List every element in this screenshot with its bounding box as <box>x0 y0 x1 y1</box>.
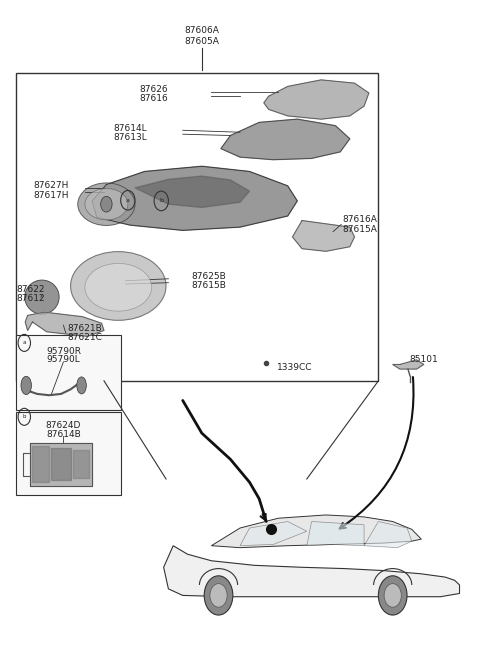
Ellipse shape <box>71 252 166 321</box>
Text: 95790R: 95790R <box>46 347 81 356</box>
Text: 87613L: 87613L <box>113 133 147 142</box>
Polygon shape <box>264 80 369 119</box>
Polygon shape <box>25 312 104 336</box>
Text: 87616: 87616 <box>140 94 168 102</box>
Text: 87621C: 87621C <box>68 333 102 342</box>
Text: 85101: 85101 <box>409 355 438 365</box>
Polygon shape <box>240 522 307 546</box>
Text: 87617H: 87617H <box>34 191 69 200</box>
Text: 87615B: 87615B <box>192 281 227 290</box>
Text: 87622: 87622 <box>17 284 45 294</box>
Ellipse shape <box>78 183 135 225</box>
Text: 87614B: 87614B <box>46 430 81 439</box>
Text: 87621B: 87621B <box>68 324 102 333</box>
Text: 95790L: 95790L <box>47 355 80 365</box>
Text: 87615A: 87615A <box>343 225 377 233</box>
Polygon shape <box>292 221 355 251</box>
Text: a: a <box>23 340 26 346</box>
FancyBboxPatch shape <box>16 335 120 410</box>
Text: 87612: 87612 <box>17 294 45 303</box>
Ellipse shape <box>77 377 86 394</box>
Polygon shape <box>30 443 92 486</box>
Text: 87627H: 87627H <box>34 181 69 191</box>
Text: a: a <box>126 198 130 203</box>
Text: b: b <box>159 198 163 204</box>
Polygon shape <box>393 360 424 369</box>
Circle shape <box>378 576 407 615</box>
Text: 87625B: 87625B <box>192 271 227 281</box>
FancyBboxPatch shape <box>16 411 120 495</box>
Circle shape <box>101 196 112 212</box>
Ellipse shape <box>25 280 59 314</box>
Text: 1339CC: 1339CC <box>277 363 313 373</box>
Polygon shape <box>221 119 350 160</box>
Ellipse shape <box>85 189 128 220</box>
Circle shape <box>210 583 227 607</box>
Text: 87616A: 87616A <box>343 215 377 225</box>
Polygon shape <box>364 522 412 548</box>
Ellipse shape <box>21 376 32 395</box>
Polygon shape <box>33 446 49 482</box>
Text: 87605A: 87605A <box>184 37 219 47</box>
Polygon shape <box>73 449 89 478</box>
Text: 87626: 87626 <box>140 85 168 93</box>
Circle shape <box>384 583 401 607</box>
Ellipse shape <box>85 263 152 311</box>
Polygon shape <box>307 522 364 546</box>
Polygon shape <box>135 176 250 208</box>
Circle shape <box>204 576 233 615</box>
Text: 87606A: 87606A <box>184 26 219 35</box>
Polygon shape <box>92 166 297 231</box>
Polygon shape <box>51 447 71 480</box>
Text: b: b <box>23 415 26 419</box>
Polygon shape <box>211 515 421 548</box>
Text: 87614L: 87614L <box>113 124 147 133</box>
Text: 87624D: 87624D <box>46 421 81 430</box>
Polygon shape <box>164 546 459 597</box>
